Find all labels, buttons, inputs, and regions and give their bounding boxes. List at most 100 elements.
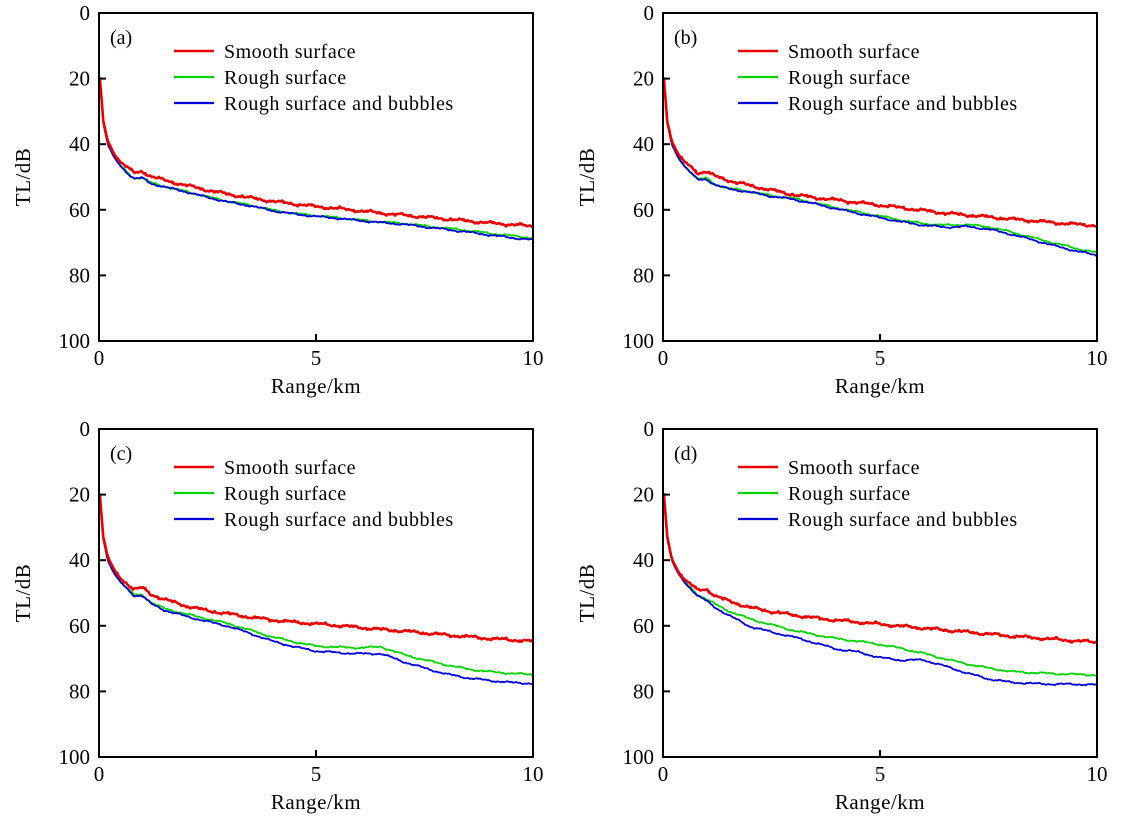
y-tick-label: 80 <box>633 679 654 703</box>
series-marker-red <box>748 183 753 188</box>
panel-letter: (d) <box>674 443 697 465</box>
series-line-blue <box>663 493 1097 687</box>
series-marker-red <box>448 217 453 221</box>
series-marker-red <box>143 171 147 176</box>
legend-label-green: Rough surface <box>788 67 911 89</box>
series-marker-red <box>1068 639 1072 643</box>
series-marker-red <box>985 214 989 218</box>
x-tick-label: 0 <box>658 762 669 786</box>
series-marker-red <box>776 189 781 193</box>
series-marker-red <box>268 619 272 623</box>
series-marker-red <box>379 627 383 631</box>
series-marker-red <box>379 211 383 216</box>
series-marker-red <box>804 615 808 619</box>
x-axis-label: Range/km <box>835 374 925 398</box>
series-marker-red <box>476 636 481 640</box>
series-marker-red <box>490 637 494 641</box>
legend-label-green: Rough surface <box>224 483 347 505</box>
series-marker-red <box>115 571 119 576</box>
y-tick-label: 20 <box>69 67 90 91</box>
series-marker-red <box>212 609 217 614</box>
y-tick-label: 40 <box>69 132 90 156</box>
series-marker-red <box>518 222 522 226</box>
y-tick-label: 0 <box>80 1 91 25</box>
series-marker-red <box>735 181 739 186</box>
series-marker-red <box>762 187 767 192</box>
series-marker-red <box>1082 638 1086 643</box>
series-marker-red <box>448 634 453 639</box>
series-marker-red <box>129 167 133 171</box>
series-marker-red <box>171 180 175 185</box>
series-marker-red <box>943 212 947 216</box>
x-tick-label: 5 <box>311 346 322 370</box>
series-marker-red <box>735 602 739 606</box>
series-marker-red <box>1040 219 1045 223</box>
series-marker-red <box>707 590 711 594</box>
y-tick-label: 0 <box>644 417 655 441</box>
series-marker-red <box>434 215 439 220</box>
series-marker-red <box>462 634 467 639</box>
series-marker-red <box>421 631 425 635</box>
y-tick-label: 100 <box>59 745 91 769</box>
series-marker-red <box>254 196 258 200</box>
series-marker-red <box>929 627 933 631</box>
series-marker-red <box>226 192 231 196</box>
x-tick-label: 0 <box>658 346 669 370</box>
y-tick-label: 0 <box>80 417 91 441</box>
y-tick-label: 80 <box>633 263 654 287</box>
series-marker-red <box>679 155 683 160</box>
series-marker-red <box>901 205 906 210</box>
y-axis-label: TL/dB <box>575 564 599 623</box>
panel-b: 0 20 40 60 80 100 0 5 10 Range/km TL/dB (b) Smooth s… <box>564 0 1128 416</box>
series-marker-red <box>337 205 342 209</box>
series-marker-red <box>504 224 508 228</box>
series-marker-red <box>804 193 808 198</box>
series-marker-red <box>971 630 975 635</box>
series-marker-red <box>776 610 781 614</box>
legend-label-blue: Rough surface and bubbles <box>224 93 454 115</box>
panel-d: 0 20 40 60 80 100 0 5 10 Range/km TL/dB (d) Smooth s… <box>564 416 1128 832</box>
legend-label-blue: Rough surface and bubbles <box>788 509 1018 531</box>
series-marker-red <box>351 208 356 213</box>
series-marker-red <box>157 596 161 601</box>
series-marker-red <box>887 624 892 628</box>
y-axis-label: TL/dB <box>11 148 35 207</box>
legend-label-red: Smooth surface <box>788 41 920 63</box>
series-marker-red <box>365 209 369 213</box>
series-marker-red <box>157 175 161 180</box>
series-marker-red <box>296 204 300 208</box>
x-axis-label: Range/km <box>271 374 361 398</box>
y-tick-label: 60 <box>69 614 90 638</box>
x-tick-label: 10 <box>523 346 544 370</box>
series-marker-red <box>832 619 836 623</box>
x-tick-label: 5 <box>311 762 322 786</box>
series-marker-red <box>351 624 356 629</box>
series-marker-red <box>240 615 244 619</box>
x-axis-label: Range/km <box>835 790 925 814</box>
series-marker-red <box>268 199 272 203</box>
series-marker-red <box>693 585 697 589</box>
y-tick-label: 60 <box>633 614 654 638</box>
y-tick-label: 60 <box>633 198 654 222</box>
series-marker-red <box>846 201 850 205</box>
series-marker-red <box>998 216 1003 220</box>
legend-label-red: Smooth surface <box>788 457 920 479</box>
series-marker-red <box>504 636 508 640</box>
x-tick-label: 0 <box>94 346 105 370</box>
series-marker-red <box>226 611 231 615</box>
series-marker-red <box>407 628 411 633</box>
y-tick-label: 100 <box>59 329 91 353</box>
series-marker-red <box>818 617 822 621</box>
series-marker-red <box>421 215 425 219</box>
series-marker-red <box>393 213 397 217</box>
y-tick-label: 40 <box>633 132 654 156</box>
series-marker-red <box>1026 635 1031 639</box>
legend-label-red: Smooth surface <box>224 41 356 63</box>
series-marker-red <box>998 633 1003 638</box>
series-marker-red <box>915 208 920 212</box>
series-marker-red <box>393 628 397 633</box>
panel-letter: (b) <box>674 27 697 49</box>
